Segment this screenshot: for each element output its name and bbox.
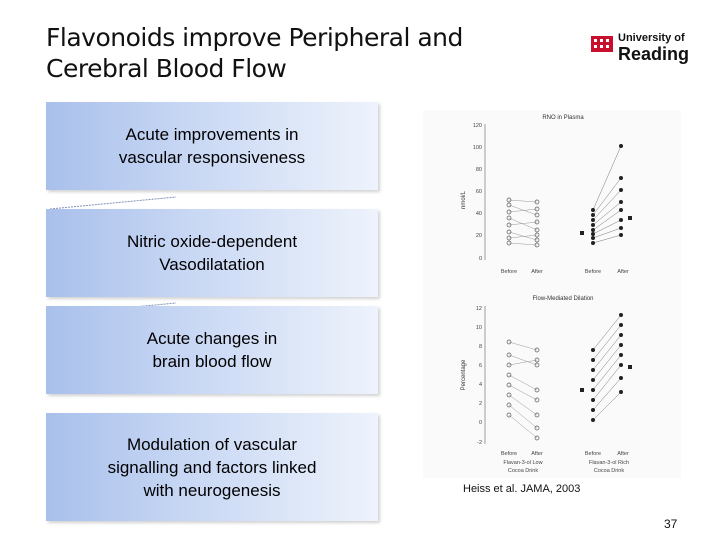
box-line: Modulation of vascular (126, 434, 298, 454)
title-line-2: Cerebral Blood Flow (46, 54, 287, 83)
text-box-content: Nitric oxide-dependent Vasodilatation (127, 230, 297, 276)
bottom-plot-points-high (580, 313, 632, 422)
box-line: with neurogenesis (143, 480, 281, 500)
text-box-1: Acute improvements in vascular responsiv… (46, 102, 378, 190)
top-plot-points-high (580, 144, 632, 245)
bottom-plot-ytick: 8 (479, 344, 482, 350)
top-plot-ylabel: nmol/L (461, 190, 467, 209)
figure-graphic: RNO in Plasma nmol/L 120 100 80 60 40 20… (461, 115, 632, 474)
box-connector (49, 196, 177, 210)
logo-text-line-1: University of (618, 32, 685, 44)
top-plot-ytick: 80 (476, 167, 482, 173)
top-plot-xtick: After (531, 269, 543, 275)
logo-text-line-2: Reading (618, 44, 690, 64)
box-line: brain blood flow (152, 352, 272, 371)
bottom-plot-xtick: After (617, 451, 629, 457)
top-plot-ytick: 100 (473, 145, 482, 151)
bottom-plot-points-low (506, 339, 540, 441)
slide-title: Flavonoids improve Peripheral and Cerebr… (46, 22, 506, 84)
box-line: Vasodilatation (159, 255, 265, 274)
top-plot-pairs-high (592, 145, 622, 244)
bottom-plot-ytick: 0 (479, 420, 482, 426)
bottom-plot-ytick: 2 (479, 401, 482, 407)
top-plot-ytick: 20 (476, 233, 482, 239)
top-plot-title: RNO in Plasma (542, 115, 584, 121)
study-figure: RNO in Plasma nmol/L 120 100 80 60 40 20… (423, 110, 681, 478)
bottom-plot-title: Flow-Mediated Dilation (532, 296, 593, 302)
text-box-4: Modulation of vascular signalling and fa… (46, 413, 378, 521)
top-plot-points-low (506, 197, 540, 248)
bottom-plot-ytick: 12 (476, 306, 482, 312)
bottom-plot-group-label: Cocoa Drink (508, 468, 539, 474)
bottom-plot-ytick: 10 (476, 325, 482, 331)
bottom-plot-pairs-low (508, 341, 538, 439)
text-box-3: Acute changes in brain blood flow (46, 306, 378, 394)
box-line: Nitric oxide-dependent (126, 232, 298, 251)
text-box-content: Modulation of vascular signalling and fa… (108, 433, 317, 502)
top-plot-ytick: 40 (476, 211, 482, 217)
top-plot-ytick: 120 (473, 123, 482, 129)
top-plot-xtick: Before (585, 269, 601, 275)
top-plot-xtick: After (617, 269, 629, 275)
text-box-2: Nitric oxide-dependent Vasodilatation (46, 209, 378, 297)
bottom-plot-pairs-high (592, 314, 622, 421)
bottom-plot-ytick: -2 (477, 440, 482, 446)
title-line-1: Flavonoids improve Peripheral and (46, 23, 463, 52)
top-plot-pairs-low (508, 199, 538, 246)
bottom-plot-ytick: 6 (479, 363, 482, 369)
bottom-plot-xtick: Before (501, 451, 517, 457)
figure-caption: Heiss et al. JAMA, 2003 (463, 483, 581, 495)
bottom-plot-xtick: Before (585, 451, 601, 457)
bottom-plot-ylabel: Percentage (461, 359, 467, 390)
box-line: vascular responsiveness (118, 148, 306, 167)
box-line: Acute improvements in (125, 125, 299, 144)
bottom-plot-xtick: After (531, 451, 543, 457)
university-logo: University of Reading (591, 30, 701, 70)
bottom-plot-ytick: 4 (479, 382, 482, 388)
box-line: Acute changes in (146, 329, 278, 348)
bottom-plot-group-label: Flavan-3-ol Rich (589, 460, 629, 466)
text-box-content: Acute changes in brain blood flow (147, 327, 277, 373)
top-plot-ytick: 60 (476, 189, 482, 195)
crest-icon (591, 36, 613, 52)
text-box-content: Acute improvements in vascular responsiv… (119, 123, 305, 169)
bottom-plot-group-label: Cocoa Drink (594, 468, 625, 474)
top-plot-ytick: 0 (479, 256, 482, 262)
bottom-plot-group-label: Flavan-3-ol Low (503, 460, 542, 466)
box-line: signalling and factors linked (107, 457, 317, 477)
page-number: 37 (664, 517, 678, 531)
top-plot-xtick: Before (501, 269, 517, 275)
